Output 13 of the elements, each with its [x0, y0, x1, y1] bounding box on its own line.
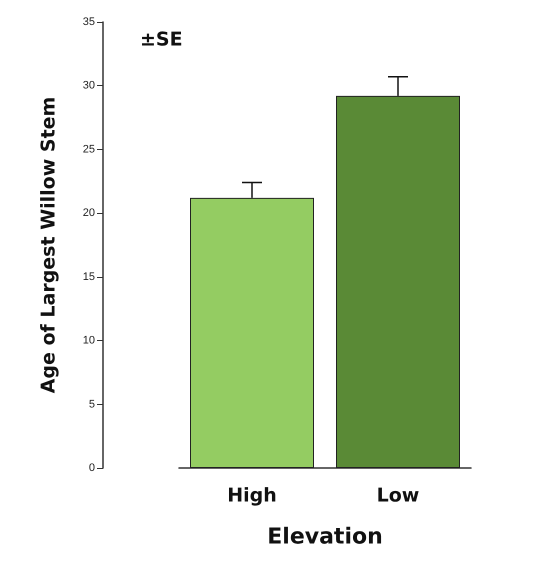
- annotation: ±SE: [140, 28, 183, 50]
- y-tick-label: 5: [88, 398, 95, 410]
- x-tick-label: High: [227, 484, 277, 506]
- y-tick-label: 15: [82, 270, 95, 283]
- y-axis-title: Age of Largest Willow Stem: [38, 96, 60, 394]
- y-tick-label: 35: [82, 16, 95, 28]
- y-tick-label: 20: [82, 207, 95, 220]
- y-tick-label: 10: [82, 334, 95, 347]
- y-tick-label: 0: [88, 462, 95, 474]
- x-tick-label: Low: [376, 484, 420, 506]
- y-tick-label: 25: [82, 143, 95, 156]
- y-tick-label: 30: [82, 80, 95, 92]
- x-axis-title: Elevation: [267, 524, 383, 550]
